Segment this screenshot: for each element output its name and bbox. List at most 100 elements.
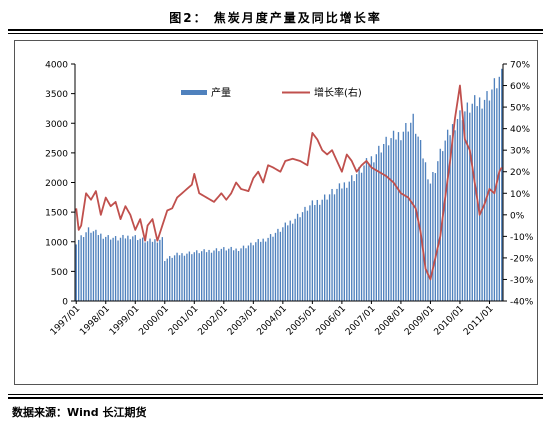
production-bar bbox=[439, 148, 441, 301]
production-bar bbox=[282, 227, 284, 301]
production-bar bbox=[264, 241, 267, 301]
production-bar bbox=[203, 249, 205, 301]
production-bar bbox=[292, 223, 294, 301]
production-bar bbox=[124, 238, 127, 301]
production-bar bbox=[181, 253, 183, 301]
production-bar bbox=[483, 99, 486, 302]
right-axis-tick-label: 10% bbox=[510, 190, 530, 200]
production-bar bbox=[289, 220, 291, 301]
production-bar bbox=[183, 255, 186, 301]
production-bar bbox=[127, 235, 129, 301]
production-bar bbox=[370, 156, 373, 301]
production-bar bbox=[341, 188, 343, 301]
production-bar bbox=[186, 253, 188, 301]
production-bar bbox=[501, 68, 503, 301]
production-bar bbox=[358, 166, 360, 301]
production-bar bbox=[449, 135, 451, 301]
left-axis-tick-label: 500 bbox=[51, 268, 68, 278]
x-axis-tick-label: 2002/01 bbox=[196, 304, 230, 338]
production-bar bbox=[451, 124, 454, 301]
production-bar bbox=[146, 241, 149, 301]
production-bar bbox=[373, 162, 375, 301]
production-bar bbox=[97, 235, 100, 301]
x-axis-tick-label: 2010/01 bbox=[433, 304, 467, 338]
production-bar bbox=[122, 234, 124, 301]
production-bar bbox=[437, 161, 439, 301]
production-bar bbox=[412, 113, 414, 301]
production-bar bbox=[294, 218, 296, 301]
production-bar bbox=[299, 217, 301, 301]
left-axis-tick-label: 1000 bbox=[45, 238, 68, 248]
production-bar bbox=[92, 231, 95, 301]
left-axis-tick-label: 2000 bbox=[45, 179, 68, 189]
production-bar bbox=[117, 240, 119, 301]
production-bar bbox=[474, 95, 476, 301]
production-bar bbox=[237, 251, 240, 301]
production-bar bbox=[164, 261, 166, 301]
right-axis-tick-label: 60% bbox=[510, 82, 530, 92]
production-bar bbox=[338, 183, 341, 301]
production-bar bbox=[397, 132, 400, 301]
left-axis-tick-label: 3500 bbox=[45, 90, 68, 100]
production-bar bbox=[75, 244, 77, 301]
production-bar bbox=[343, 182, 346, 301]
production-bar bbox=[469, 112, 471, 302]
production-bar bbox=[314, 205, 316, 301]
production-bar bbox=[166, 258, 168, 301]
right-axis-tick-label: 0% bbox=[510, 211, 525, 221]
figure-title: 图2： 焦炭月度产量及同比增长率 bbox=[169, 11, 382, 25]
production-bar bbox=[100, 233, 102, 301]
right-axis-tick-label: 70% bbox=[510, 61, 530, 71]
production-bars bbox=[75, 68, 503, 302]
production-bar bbox=[390, 138, 392, 301]
right-axis-tick-label: -30% bbox=[510, 276, 534, 286]
production-bar bbox=[208, 249, 210, 301]
x-axis-tick-label: 2008/01 bbox=[374, 304, 408, 338]
production-bar bbox=[279, 231, 282, 301]
production-bar bbox=[434, 173, 437, 301]
production-bar bbox=[277, 228, 279, 301]
production-bar bbox=[405, 123, 407, 301]
production-bar bbox=[109, 239, 112, 301]
production-bar bbox=[102, 238, 104, 301]
x-axis-tick-label: 2005/01 bbox=[285, 304, 319, 338]
production-bar bbox=[456, 118, 459, 301]
production-bar bbox=[466, 102, 469, 301]
top-rule-thick bbox=[8, 29, 543, 31]
production-bar bbox=[429, 183, 432, 301]
production-bar bbox=[387, 145, 390, 301]
right-axis-tick-label: 20% bbox=[510, 168, 530, 178]
production-bar bbox=[137, 240, 139, 301]
production-bar bbox=[321, 199, 323, 301]
production-bar bbox=[446, 129, 449, 301]
production-bar bbox=[144, 242, 146, 301]
production-bar bbox=[257, 239, 259, 301]
production-bar bbox=[260, 241, 262, 301]
production-bar bbox=[213, 250, 215, 301]
production-bar bbox=[422, 158, 424, 301]
production-bar bbox=[269, 234, 272, 301]
production-bar bbox=[193, 252, 195, 301]
production-bar bbox=[407, 131, 409, 301]
source-note: 数据来源：Wind 长江期货 bbox=[12, 406, 147, 419]
production-bar bbox=[232, 250, 235, 301]
production-bar bbox=[171, 257, 173, 301]
production-bar bbox=[331, 188, 333, 301]
production-bar bbox=[400, 140, 402, 301]
production-bar bbox=[424, 162, 427, 301]
production-bar bbox=[210, 252, 213, 301]
left-axis-tick-label: 4000 bbox=[45, 61, 68, 71]
production-bar bbox=[80, 235, 82, 301]
production-bar bbox=[375, 154, 377, 301]
production-bar bbox=[360, 172, 363, 301]
x-axis-tick-label: 2003/01 bbox=[226, 304, 260, 338]
production-bar bbox=[301, 212, 304, 302]
production-bar bbox=[395, 139, 397, 301]
production-bar bbox=[267, 237, 269, 301]
production-bar bbox=[139, 238, 141, 301]
production-bar bbox=[378, 145, 380, 301]
production-bar bbox=[471, 103, 473, 301]
production-bar bbox=[132, 236, 134, 301]
production-bar bbox=[442, 151, 444, 301]
